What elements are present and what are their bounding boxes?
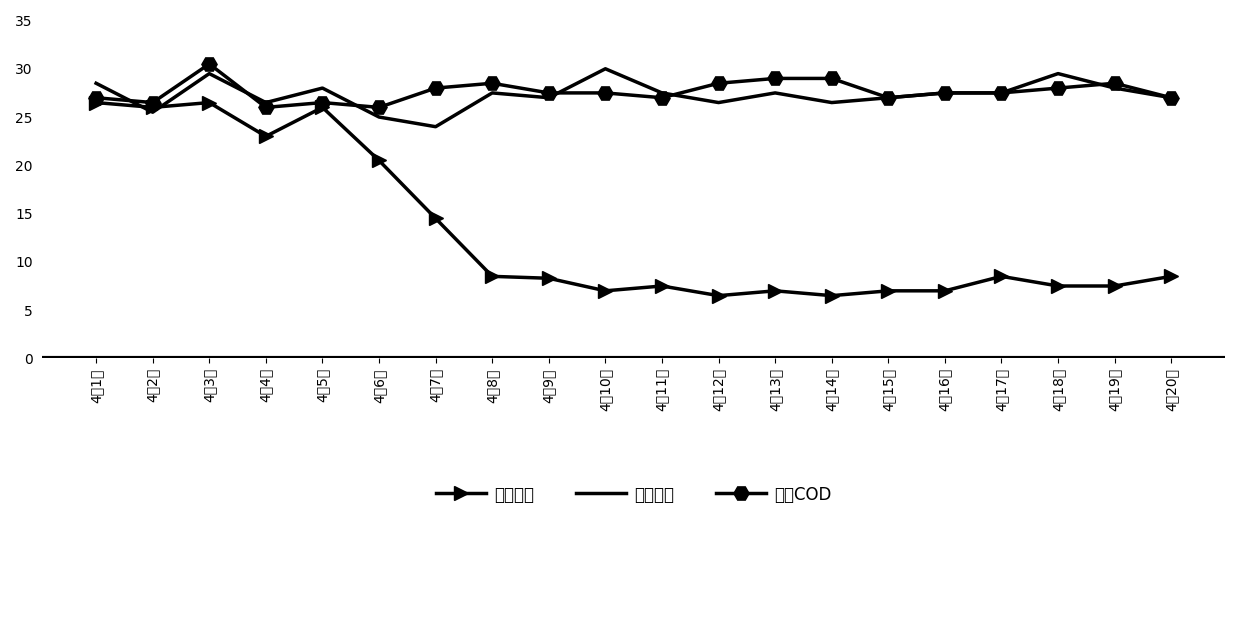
出水总氮: [372, 157, 387, 164]
出水总磷: [711, 99, 725, 106]
出水总氮: [994, 272, 1009, 280]
出水总氮: [145, 104, 160, 111]
出水COD: [1050, 84, 1065, 92]
出水COD: [428, 84, 443, 92]
出水COD: [994, 89, 1009, 97]
出水COD: [1164, 94, 1179, 101]
出水总氮: [1050, 282, 1065, 290]
出水COD: [372, 104, 387, 111]
出水总氮: [89, 99, 104, 106]
出水总氮: [542, 274, 557, 282]
出水COD: [768, 75, 782, 82]
出水总磷: [768, 89, 782, 97]
出水总氮: [937, 287, 952, 294]
出水总氮: [880, 287, 895, 294]
出水总氮: [428, 214, 443, 222]
出水总氮: [598, 287, 613, 294]
出水COD: [542, 89, 557, 97]
出水总氮: [1107, 282, 1122, 290]
出水总磷: [1164, 94, 1179, 101]
出水COD: [825, 75, 839, 82]
出水总磷: [598, 65, 613, 72]
出水COD: [89, 94, 104, 101]
出水总磷: [202, 70, 217, 77]
出水总磷: [145, 108, 160, 116]
出水COD: [145, 99, 160, 106]
出水总氮: [1164, 272, 1179, 280]
出水总磷: [315, 84, 330, 92]
出水总磷: [89, 79, 104, 87]
出水总氮: [258, 133, 273, 140]
出水COD: [598, 89, 613, 97]
出水总磷: [372, 113, 387, 121]
出水COD: [937, 89, 952, 97]
出水总磷: [825, 99, 839, 106]
Line: 出水总氮: 出水总氮: [89, 96, 1178, 303]
出水COD: [711, 79, 725, 87]
Line: 出水COD: 出水COD: [88, 57, 1179, 115]
出水总磷: [258, 99, 273, 106]
出水COD: [880, 94, 895, 101]
出水总磷: [1050, 70, 1065, 77]
出水总磷: [994, 89, 1009, 97]
出水COD: [655, 94, 670, 101]
出水总磷: [937, 89, 952, 97]
出水总磷: [428, 123, 443, 130]
出水总氮: [711, 292, 725, 299]
出水总氮: [485, 272, 500, 280]
出水总氮: [315, 104, 330, 111]
出水总磷: [880, 94, 895, 101]
出水总磷: [655, 89, 670, 97]
出水COD: [485, 79, 500, 87]
出水总磷: [542, 94, 557, 101]
出水总氮: [825, 292, 839, 299]
出水总氮: [202, 99, 217, 106]
出水COD: [1107, 79, 1122, 87]
出水总氮: [655, 282, 670, 290]
出水总磷: [1107, 84, 1122, 92]
出水总氮: [768, 287, 782, 294]
Line: 出水总磷: 出水总磷: [97, 69, 1172, 126]
Legend: 出水总氮, 出水总磷, 出水COD: 出水总氮, 出水总磷, 出水COD: [428, 477, 839, 512]
出水COD: [315, 99, 330, 106]
出水总磷: [485, 89, 500, 97]
出水COD: [202, 60, 217, 68]
出水COD: [258, 104, 273, 111]
